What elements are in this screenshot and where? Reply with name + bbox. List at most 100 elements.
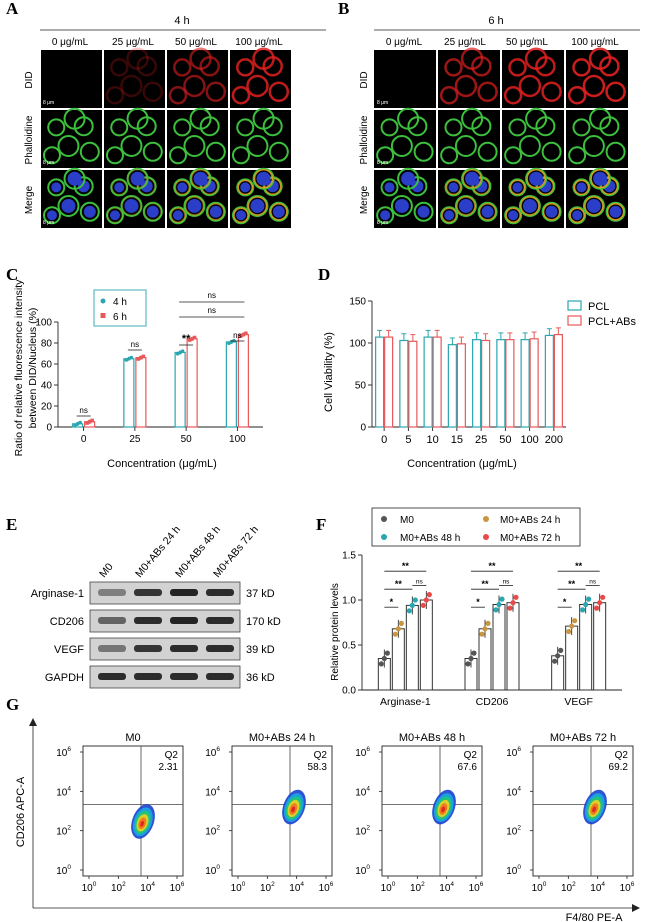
panel-a-tiles xyxy=(41,47,291,228)
panel-b-tiles xyxy=(374,47,628,228)
panel-c-sig-label: ns xyxy=(208,291,216,300)
panel-d-y-tick-label: 150 xyxy=(349,297,366,308)
panel-a-merge-actin xyxy=(236,178,255,197)
panel-b-actin-cell xyxy=(444,118,463,137)
panel-b-did-cell xyxy=(572,58,591,77)
panel-b-actin-cell xyxy=(582,134,605,157)
panel-f-point xyxy=(597,600,603,606)
panel-g-x-arrowhead xyxy=(632,904,640,912)
panel-a-did-cell xyxy=(205,81,227,103)
panel-d-x-tick-label: 15 xyxy=(451,434,463,446)
panel-f-legend-marker-1 xyxy=(483,516,489,522)
panel-a-merge-nucleus xyxy=(266,180,279,193)
panel-b-did-cell xyxy=(582,74,606,98)
panel-e-band xyxy=(206,645,234,652)
panel-d-x-tick-label: 0 xyxy=(381,434,387,446)
panel-b-merge-actin xyxy=(572,178,591,197)
panel-letter-b: B xyxy=(338,0,349,18)
panel-b-merge-actin xyxy=(440,206,459,225)
panel-b-tile-r0-c3 xyxy=(566,47,628,108)
panel-b-merge-nucleus xyxy=(411,180,424,193)
panel-g-plot-title: M0+ABs 24 h xyxy=(249,732,315,744)
panel-b-merge-nucleus xyxy=(444,210,455,221)
panel-b-conc-0: 0 μg/mL xyxy=(386,37,423,48)
panel-b-scale-2: 8 μm xyxy=(377,220,388,226)
panel-e-size-label: 37 kD xyxy=(246,588,275,600)
panel-a-merge-nucleus xyxy=(140,180,153,193)
panel-f-point xyxy=(412,597,418,603)
panel-f-point xyxy=(507,605,513,611)
panel-b-scale-0: 8 μm xyxy=(377,100,388,106)
panel-letter-c: C xyxy=(6,265,18,284)
panel-f-point xyxy=(468,655,474,662)
panel-a-actin-cell xyxy=(120,134,143,157)
panel-b-tile-bg xyxy=(374,50,436,108)
panel-e-protein-label: CD206 xyxy=(50,616,84,628)
panel-a-merge-nucleus xyxy=(146,205,159,218)
panel-b-did-cell xyxy=(454,74,478,98)
panel-a-merge-actin xyxy=(42,206,61,225)
panel-a-did-cell xyxy=(246,74,269,98)
panel-a-merge-did xyxy=(207,203,225,221)
panel-d-legend-marker-pclabs xyxy=(567,315,582,326)
panel-e-size-label: 170 kD xyxy=(246,616,281,628)
panel-f-legend-marker-2 xyxy=(381,534,387,540)
panel-c-point xyxy=(244,331,248,336)
panel-g-x-tick-exp: 0 xyxy=(242,881,246,888)
panel-c-legend-marker-4h xyxy=(100,298,106,304)
panel-g-density xyxy=(592,806,597,813)
panel-d-bar xyxy=(375,336,385,428)
panel-b-merge-actin xyxy=(376,206,395,225)
panel-f-sig-label: * xyxy=(563,597,567,607)
panel-f-point xyxy=(381,655,387,662)
panel-a-merge-did xyxy=(170,207,186,223)
panel-e-band xyxy=(98,617,126,624)
panel-f-point xyxy=(423,597,429,603)
panel-c-y-tick-label: 100 xyxy=(35,318,52,329)
panel-c-sig-label: ns xyxy=(233,331,241,340)
panel-a-did-cell xyxy=(252,47,275,70)
panel-b-merge-nucleus xyxy=(475,180,488,193)
panel-f-sig-label: ** xyxy=(402,561,410,571)
panel-a-actin-cell xyxy=(268,141,289,162)
panel-a-did-cell xyxy=(231,85,251,105)
panel-f-y-tick-label: 1.0 xyxy=(342,596,356,607)
panel-b-merge-actin xyxy=(397,167,420,190)
panel-b-actin-cell xyxy=(477,141,498,162)
panel-a-tile-r2-c2 xyxy=(167,167,228,228)
panel-b-actin-cell xyxy=(525,107,548,130)
panel-e-protein-label: Arginase-1 xyxy=(31,588,84,600)
panel-b-conc-3: 100 μg/mL xyxy=(571,37,619,48)
panel-b-did-cell xyxy=(524,47,548,70)
panel-b-actin-cell xyxy=(508,118,527,137)
panel-a-conc-1: 25 μg/mL xyxy=(112,37,154,48)
panel-f-legend-3: M0+ABs 72 h xyxy=(500,533,560,544)
panel-a-did-cell xyxy=(183,74,206,98)
panel-b-merge-did xyxy=(569,207,585,223)
panel-b-merge-nucleus xyxy=(572,210,583,221)
panel-b-merge-did xyxy=(520,196,540,216)
panel-g-x-tick-label: 106 xyxy=(469,881,484,894)
panel-b-tile-r2-c3 xyxy=(566,167,628,228)
panel-a-actin-cell xyxy=(57,134,80,157)
panel-e-blot-strip xyxy=(89,609,241,633)
panel-g-quadrant-label: Q2 xyxy=(615,750,629,761)
panel-g-ylabel: CD206 APC-A xyxy=(15,776,27,847)
panel-a-microscopy: 4 h 0 μg/mL 25 μg/mL 50 μg/mL 100 μg/mL … xyxy=(24,15,326,228)
panel-a-actin-cell xyxy=(231,146,250,165)
panel-letter-f: F xyxy=(316,515,326,534)
panel-f-legend-2: M0+ABs 48 h xyxy=(400,533,460,544)
panel-g-y-tick-exp: 6 xyxy=(366,746,370,753)
panel-a-merge-did xyxy=(190,168,211,189)
panel-b-tile-bg xyxy=(566,50,628,108)
panel-e-band xyxy=(170,589,198,596)
panel-b-did-cell xyxy=(508,58,527,77)
panel-b-merge-actin xyxy=(504,206,523,225)
panel-g-y-tick-exp: 6 xyxy=(517,746,521,753)
panel-b-row-phalloidine: Phalloidine xyxy=(359,115,370,164)
panel-g-y-tick-exp: 2 xyxy=(67,825,71,832)
panel-g-y-tick-label: 104 xyxy=(205,785,220,798)
panel-f-bar xyxy=(506,602,520,691)
panel-c-sig-label: ns xyxy=(208,306,216,315)
